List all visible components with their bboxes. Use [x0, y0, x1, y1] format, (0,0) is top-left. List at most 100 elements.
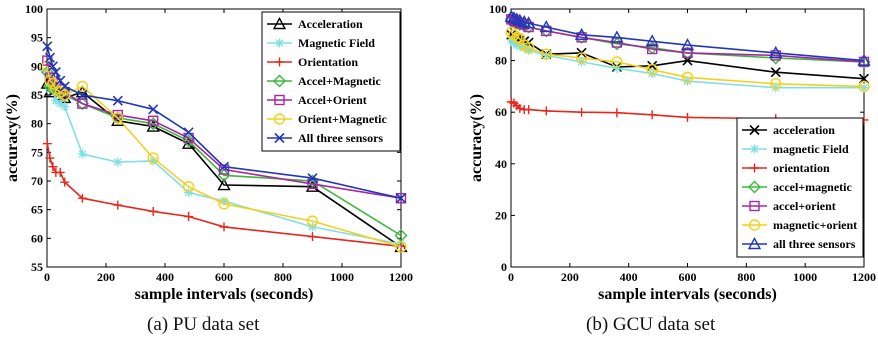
- x-tick-label: 800: [274, 270, 292, 284]
- data-point: [308, 232, 317, 242]
- x-axis-label: sample intervals (seconds): [598, 286, 777, 303]
- data-point: [647, 69, 657, 78]
- legend-label: Accel+Magnetic: [298, 74, 381, 88]
- data-point: [524, 105, 534, 115]
- data-point: [42, 41, 53, 52]
- data-point: [182, 181, 195, 193]
- data-point: [395, 241, 407, 253]
- data-point: [58, 89, 71, 101]
- data-point: [395, 192, 407, 204]
- data-point: [59, 81, 70, 92]
- data-point: [307, 173, 318, 184]
- legend-label: accel+orient: [773, 199, 836, 213]
- y-tick-label: 75: [31, 145, 43, 159]
- y-tick-label: 65: [31, 203, 43, 217]
- legend-label: accel+magnetic: [773, 180, 852, 194]
- data-point: [510, 12, 524, 25]
- legend-item-all-three-sensors: All three sensors: [267, 131, 383, 145]
- legend-item-orient-magnetic: Orient+Magnetic: [267, 112, 387, 126]
- data-point: [647, 43, 658, 55]
- legend-label: All three sensors: [298, 131, 383, 145]
- data-point: [44, 52, 56, 63]
- x-tick-label: 800: [737, 270, 755, 284]
- data-point: [512, 40, 522, 50]
- data-point: [508, 29, 520, 41]
- x-tick-label: 600: [215, 270, 233, 284]
- x-tick-label: 0: [44, 270, 50, 284]
- data-point: [55, 167, 65, 177]
- y-tick-label: 95: [31, 31, 43, 45]
- data-point: [77, 89, 88, 101]
- series-magnetic-orient: [505, 26, 870, 93]
- series-all-three-sensors: [42, 41, 407, 204]
- legend-label: magnetic+orient: [773, 218, 857, 232]
- data-point: [769, 45, 783, 59]
- data-point: [524, 45, 534, 55]
- legend-label: Magnetic Field: [298, 36, 375, 50]
- data-point: [113, 200, 123, 210]
- data-point: [42, 67, 52, 77]
- data-point: [183, 127, 194, 138]
- legend-swatch-marker: [275, 57, 284, 67]
- data-point: [55, 75, 66, 86]
- data-point: [77, 149, 87, 159]
- data-point: [504, 9, 518, 22]
- data-point: [577, 57, 587, 67]
- x-tick-label: 400: [620, 270, 638, 284]
- data-point: [612, 63, 622, 73]
- data-point: [183, 132, 194, 144]
- legend-item-magnetic-orient: magnetic+orient: [742, 218, 857, 232]
- data-point: [858, 80, 870, 93]
- data-point: [394, 228, 408, 242]
- legend-swatch-marker: [747, 237, 762, 250]
- data-point: [541, 50, 551, 60]
- data-point: [306, 215, 319, 227]
- data-point: [218, 164, 230, 175]
- legend-swatch-marker: [749, 200, 760, 212]
- data-point: [60, 177, 70, 187]
- legend-label: all three sensors: [773, 237, 856, 251]
- data-point: [515, 103, 525, 113]
- data-point: [42, 139, 52, 149]
- data-point: [148, 206, 158, 216]
- legend-item-magnetic-field: Magnetic Field: [267, 36, 375, 50]
- series-all-three-sensors: [504, 9, 871, 66]
- legend-item-accel-magnetic: Accel+Magnetic: [267, 74, 381, 88]
- y-tick-label: 70: [31, 174, 43, 188]
- y-tick-label: 60: [495, 105, 507, 119]
- legend-label: orientation: [773, 161, 830, 175]
- legend-swatch-marker: [750, 144, 759, 154]
- y-tick-label: 90: [31, 59, 43, 73]
- legend: Acceleration Magnetic Field Orientation Acc…: [261, 11, 401, 152]
- data-point: [645, 34, 659, 47]
- legend-swatch-marker: [750, 163, 759, 173]
- y-tick-label: 60: [31, 231, 43, 245]
- data-point: [646, 63, 658, 76]
- y-axis-label: accuracy(%): [468, 94, 485, 182]
- legend-label: Orient+Magnetic: [298, 112, 387, 126]
- data-point: [55, 99, 65, 109]
- x-axis-label: sample intervals (seconds): [135, 286, 314, 303]
- y-tick-label: 20: [495, 208, 507, 222]
- legend-swatch-marker: [274, 94, 285, 106]
- data-point: [507, 11, 521, 24]
- data-point: [77, 98, 88, 109]
- x-tick-label: 1000: [793, 270, 817, 284]
- caption-pu-data-set: (a) PU data set: [147, 314, 260, 335]
- data-point: [770, 78, 782, 90]
- data-point: [857, 53, 871, 66]
- legend-item-accel-orient: accel+orient: [742, 199, 836, 213]
- legend-label: Orientation: [298, 55, 358, 69]
- data-point: [218, 161, 230, 172]
- data-point: [112, 95, 123, 106]
- legend-item-magnetic-field: magnetic Field: [742, 142, 849, 156]
- legend-swatch-marker: [273, 74, 286, 88]
- x-tick-label: 1000: [330, 270, 354, 284]
- legend-item-accel-orient: Accel+Orient: [267, 93, 367, 107]
- data-point: [77, 193, 87, 203]
- data-point: [577, 107, 587, 117]
- data-point: [521, 16, 536, 29]
- data-point: [610, 30, 624, 43]
- data-point: [113, 157, 123, 167]
